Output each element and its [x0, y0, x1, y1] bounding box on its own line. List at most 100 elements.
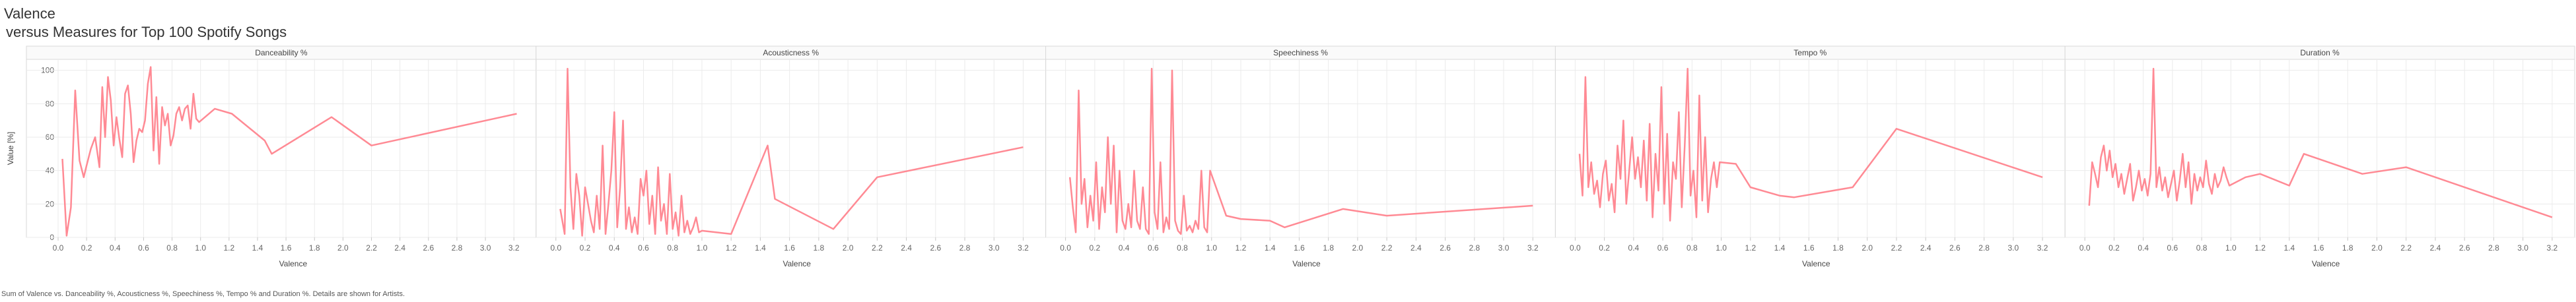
- x-tick-label: 0.0: [1060, 243, 1071, 253]
- x-tick-label: 0.0: [2079, 243, 2091, 253]
- x-tick-label: 1.6: [281, 243, 292, 253]
- x-tick-label: 2.0: [337, 243, 349, 253]
- x-tick-label: 1.8: [309, 243, 320, 253]
- x-tick-label: 1.8: [814, 243, 825, 253]
- x-tick-label: 1.8: [2342, 243, 2353, 253]
- chart-subtitle: versus Measures for Top 100 Spotify Song…: [6, 24, 287, 40]
- x-tick-label: 1.2: [1236, 243, 1247, 253]
- y-axis-label: Value [%]: [6, 132, 15, 165]
- x-tick-label: 3.0: [989, 243, 1000, 253]
- x-axis-label: Valence: [783, 259, 811, 268]
- x-tick-label: 2.6: [930, 243, 941, 253]
- x-tick-label: 0.6: [1657, 243, 1669, 253]
- x-tick-label: 2.8: [1469, 243, 1480, 253]
- x-tick-label: 0.6: [2167, 243, 2178, 253]
- series-line: [61, 66, 517, 237]
- x-tick-label: 2.4: [2430, 243, 2441, 253]
- x-tick-label: 0.0: [53, 243, 64, 253]
- x-tick-label: 2.2: [872, 243, 883, 253]
- x-tick-label: 1.0: [2225, 243, 2237, 253]
- x-tick-label: 3.0: [1498, 243, 1510, 253]
- x-tick-label: 1.4: [1774, 243, 1786, 253]
- x-tick-label: 0.4: [1119, 243, 1130, 253]
- x-tick-label: 1.8: [1323, 243, 1334, 253]
- x-tick-label: 1.4: [252, 243, 263, 253]
- x-tick-label: 2.4: [394, 243, 405, 253]
- x-tick-label: 2.8: [2488, 243, 2499, 253]
- x-tick-label: 1.0: [195, 243, 206, 253]
- x-tick-label: 2.2: [1891, 243, 1902, 253]
- x-tick-label: 2.8: [452, 243, 463, 253]
- x-tick-label: 2.6: [423, 243, 434, 253]
- x-tick-label: 0.2: [2108, 243, 2120, 253]
- x-tick-label: 2.0: [843, 243, 854, 253]
- x-tick-label: 2.0: [2371, 243, 2383, 253]
- x-tick-label: 1.0: [1716, 243, 1727, 253]
- x-tick-label: 1.2: [223, 243, 234, 253]
- x-tick-label: 2.6: [2459, 243, 2470, 253]
- x-tick-label: 3.2: [2547, 243, 2558, 253]
- x-tick-label: 0.4: [1628, 243, 1640, 253]
- x-tick-label: 0.2: [1089, 243, 1100, 253]
- chart-caption: Sum of Valence vs. Danceability %, Acous…: [1, 290, 405, 298]
- series-line: [559, 67, 1024, 237]
- x-axis-label: Valence: [279, 259, 308, 268]
- x-axis-label: Valence: [2312, 259, 2340, 268]
- x-tick-label: 1.2: [1745, 243, 1756, 253]
- x-tick-label: 0.4: [609, 243, 620, 253]
- x-tick-label: 1.4: [2283, 243, 2295, 253]
- x-tick-label: 3.2: [1018, 243, 1029, 253]
- x-tick-label: 1.0: [1206, 243, 1217, 253]
- panel-title: Danceability %: [255, 48, 308, 57]
- x-tick-label: 1.4: [1265, 243, 1276, 253]
- x-tick-label: 0.0: [1570, 243, 1581, 253]
- x-tick-label: 2.2: [2400, 243, 2412, 253]
- x-tick-label: 0.8: [1687, 243, 1698, 253]
- x-tick-label: 0.2: [580, 243, 591, 253]
- x-tick-label: 2.0: [1352, 243, 1364, 253]
- x-tick-label: 2.2: [366, 243, 377, 253]
- x-tick-label: 0.8: [2196, 243, 2208, 253]
- x-tick-label: 0.4: [110, 243, 121, 253]
- panel-title: Speechiness %: [1273, 48, 1328, 57]
- x-tick-label: 2.4: [1920, 243, 1932, 253]
- x-tick-label: 3.0: [2008, 243, 2019, 253]
- chart-title: Valence: [4, 5, 55, 22]
- x-tick-label: 3.2: [508, 243, 520, 253]
- x-tick-label: 1.0: [697, 243, 708, 253]
- x-tick-label: 0.4: [2138, 243, 2149, 253]
- x-tick-label: 3.0: [2517, 243, 2528, 253]
- x-tick-label: 1.6: [1294, 243, 1305, 253]
- x-tick-label: 0.0: [550, 243, 561, 253]
- x-tick-label: 2.6: [1440, 243, 1451, 253]
- x-tick-label: 2.4: [901, 243, 912, 253]
- x-tick-label: 1.2: [726, 243, 737, 253]
- x-tick-label: 3.2: [1527, 243, 1539, 253]
- x-tick-label: 1.6: [2313, 243, 2324, 253]
- x-tick-label: 0.2: [81, 243, 92, 253]
- x-axis-label: Valence: [1802, 259, 1830, 268]
- panel-frame: [2064, 59, 2575, 238]
- series-line: [1578, 67, 2043, 222]
- x-tick-label: 0.2: [1599, 243, 1610, 253]
- panel-title: Duration %: [2300, 48, 2340, 57]
- x-axis-label: Valence: [1292, 259, 1321, 268]
- x-tick-label: 1.6: [1803, 243, 1815, 253]
- x-tick-label: 2.8: [959, 243, 971, 253]
- x-tick-label: 0.8: [166, 243, 178, 253]
- x-tick-label: 1.2: [2254, 243, 2266, 253]
- x-tick-label: 1.6: [784, 243, 795, 253]
- x-tick-label: 0.8: [667, 243, 678, 253]
- panel-title: Tempo %: [1793, 48, 1827, 57]
- x-tick-label: 2.0: [1862, 243, 1873, 253]
- series-line: [2088, 67, 2553, 218]
- x-tick-label: 0.6: [138, 243, 149, 253]
- x-tick-label: 1.8: [1832, 243, 1844, 253]
- x-tick-label: 1.4: [755, 243, 766, 253]
- x-tick-label: 2.8: [1978, 243, 1990, 253]
- x-tick-label: 2.6: [1949, 243, 1961, 253]
- x-tick-label: 2.2: [1381, 243, 1393, 253]
- x-tick-label: 0.6: [638, 243, 649, 253]
- panel-title: Acousticness %: [763, 48, 819, 57]
